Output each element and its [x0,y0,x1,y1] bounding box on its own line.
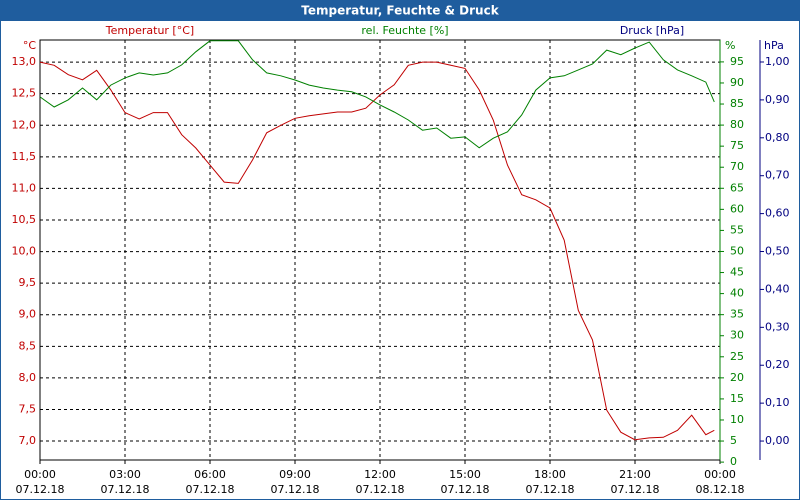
x-tick-label: 18:00 [534,468,566,481]
y-tick-label: 10,0 [12,245,37,258]
y3-tick-label: 0,80 [765,131,790,144]
y3-tick-label: 0,70 [765,169,790,182]
y-tick-label: 8,5 [19,339,37,352]
y2-tick-label: 10 [730,413,744,426]
y2-tick-label: 15 [730,392,744,405]
y2-tick-label: 45 [730,266,744,279]
y2-tick-label: 55 [730,223,744,236]
y-tick-label: 11,5 [12,150,37,163]
x-tick-date: 08.12.18 [696,483,745,496]
y-tick-label: 10,5 [12,213,37,226]
y3-tick-label: 0,50 [765,245,790,258]
series-line [39,61,715,441]
y3-tick-label: 0,40 [765,282,790,295]
x-tick-label: 21:00 [619,468,651,481]
x-tick-label: 00:00 [24,468,56,481]
y-tick-label: 7,0 [19,434,37,447]
y2-tick-label: 25 [730,350,744,363]
x-tick-label: 03:00 [109,468,141,481]
y2-tick-label: 35 [730,308,744,321]
chart-title: Temperatur, Feuchte & Druck [301,4,499,18]
x-tick-label: 06:00 [194,468,226,481]
y2-tick-label: 95 [730,55,744,68]
y2-tick-label: 30 [730,329,744,342]
y3-tick-label: 0,10 [765,396,790,409]
y2-tick-label: 40 [730,287,744,300]
y-tick-label: 7,5 [19,402,37,415]
x-tick-date: 07.12.18 [271,483,320,496]
y2-tick-label: 50 [730,244,744,257]
y2-tick-label: 80 [730,118,744,131]
y-axis-title: Temperatur [°C] [105,24,194,37]
y-tick-label: 12,0 [12,118,37,131]
y3-tick-label: 0,30 [765,320,790,333]
x-tick-label: 00:00 [704,468,736,481]
y2-tick-label: 0 [730,455,737,468]
y3-axis-title: Druck [hPa] [620,24,684,37]
x-tick-date: 07.12.18 [611,483,660,496]
y3-tick-label: 0,60 [765,207,790,220]
y-tick-label: 11,0 [12,181,37,194]
x-tick-label: 12:00 [364,468,396,481]
y2-tick-label: 70 [730,160,744,173]
x-tick-date: 07.12.18 [186,483,235,496]
y2-tick-label: 20 [730,371,744,384]
y-unit: °C [23,39,37,52]
x-tick-date: 07.12.18 [16,483,65,496]
y3-tick-label: 0,00 [765,434,790,447]
x-tick-date: 07.12.18 [356,483,405,496]
y3-tick-label: 0,20 [765,358,790,371]
x-tick-label: 09:00 [279,468,311,481]
y2-axis-title: rel. Feuchte [%] [361,24,448,37]
y2-tick-label: 90 [730,76,744,89]
series-line [39,40,715,149]
y-tick-label: 8,0 [19,371,37,384]
y2-unit: % [725,39,735,52]
y2-tick-label: 65 [730,181,744,194]
y2-tick-label: 85 [730,97,744,110]
y-tick-label: 9,5 [19,276,37,289]
y2-tick-label: 5 [730,434,737,447]
x-tick-date: 07.12.18 [101,483,150,496]
y-tick-label: 13,0 [12,55,37,68]
title-bar [0,0,800,21]
y3-tick-label: 1,00 [765,55,790,68]
y-tick-label: 9,0 [19,308,37,321]
x-tick-label: 15:00 [449,468,481,481]
y2-tick-label: 60 [730,202,744,215]
y2-tick-label: 75 [730,139,744,152]
y3-unit: hPa [764,39,784,52]
y3-tick-label: 0,90 [765,93,790,106]
x-tick-date: 07.12.18 [441,483,490,496]
x-tick-date: 07.12.18 [526,483,575,496]
y-tick-label: 12,5 [12,87,37,100]
